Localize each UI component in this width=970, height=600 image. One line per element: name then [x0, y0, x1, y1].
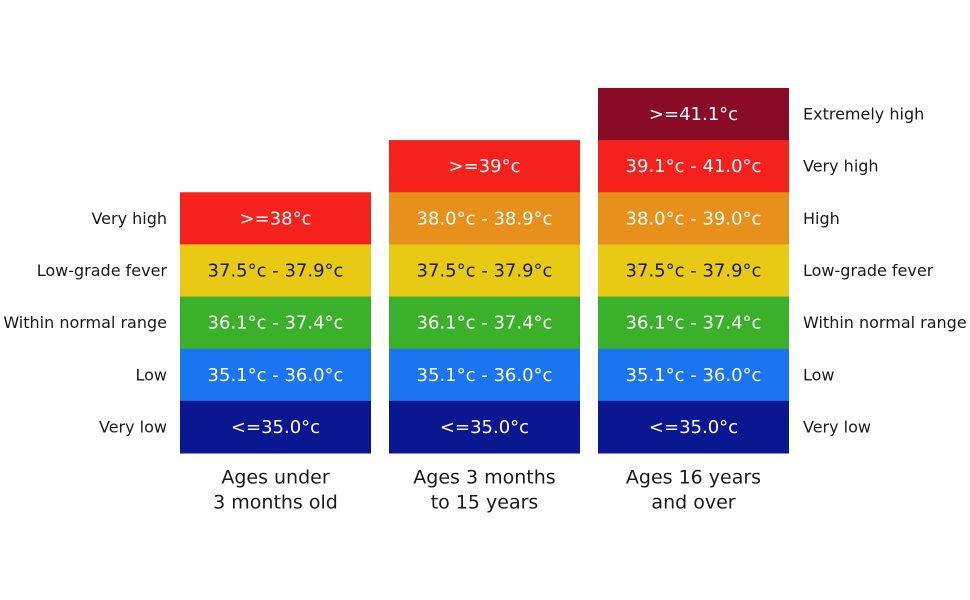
range-cell: [180, 400, 371, 454]
range-cell: [598, 87, 789, 141]
range-cell: [180, 348, 371, 402]
range-cell: [389, 192, 580, 245]
range-text: 35.1°c - 36.0°c: [208, 365, 344, 386]
range-text: <=35.0°c: [649, 417, 738, 438]
range-text: 36.1°c - 37.4°c: [626, 313, 762, 334]
range-cell: [598, 140, 789, 193]
range-text: 39.1°c - 41.0°c: [626, 156, 762, 177]
range-cell: [598, 296, 789, 350]
range-text: <=35.0°c: [440, 417, 529, 438]
column-title: Ages 3 months: [413, 467, 555, 489]
left-label: Within normal range: [3, 313, 167, 332]
column-title: to 15 years: [431, 492, 539, 514]
range-text: <=35.0°c: [231, 417, 320, 438]
column-title: 3 months old: [213, 492, 338, 514]
right-label: Extremely high: [803, 105, 924, 124]
right-label: Within normal range: [803, 313, 967, 332]
range-cell: [180, 296, 371, 350]
range-text: >=39°c: [449, 156, 521, 177]
range-cell: [598, 348, 789, 402]
range-cell: [180, 244, 371, 298]
range-cell: [389, 244, 580, 298]
range-text: 37.5°c - 37.9°c: [208, 260, 344, 281]
range-text: >=41.1°c: [649, 104, 738, 125]
right-label: High: [803, 209, 840, 228]
range-cell: [389, 348, 580, 402]
range-cell: [598, 244, 789, 298]
column-title: and over: [651, 492, 735, 514]
range-cell: [389, 140, 580, 193]
range-text: >=38°c: [240, 208, 312, 229]
right-label: Very low: [803, 417, 871, 436]
range-cell: [598, 192, 789, 245]
range-text: 38.0°c - 39.0°c: [626, 208, 762, 229]
right-label: Low: [803, 365, 835, 384]
range-text: 36.1°c - 37.4°c: [208, 313, 344, 334]
range-text: 38.0°c - 38.9°c: [417, 208, 553, 229]
range-cell: [389, 296, 580, 350]
left-label: Low-grade fever: [37, 261, 168, 280]
range-cell: [598, 400, 789, 454]
left-label: Very low: [99, 417, 167, 436]
range-text: 35.1°c - 36.0°c: [626, 365, 762, 386]
left-label: Very high: [91, 209, 167, 228]
range-cell: [389, 400, 580, 454]
range-text: 37.5°c - 37.9°c: [626, 260, 762, 281]
range-text: 36.1°c - 37.4°c: [417, 313, 553, 334]
column-title: Ages under: [221, 467, 330, 489]
right-label: Very high: [803, 157, 879, 176]
range-text: 37.5°c - 37.9°c: [417, 260, 553, 281]
range-text: 35.1°c - 36.0°c: [417, 365, 553, 386]
right-label: Low-grade fever: [803, 261, 934, 280]
column-title: Ages 16 years: [626, 467, 761, 489]
left-label: Low: [135, 365, 167, 384]
range-cell: [180, 192, 371, 245]
